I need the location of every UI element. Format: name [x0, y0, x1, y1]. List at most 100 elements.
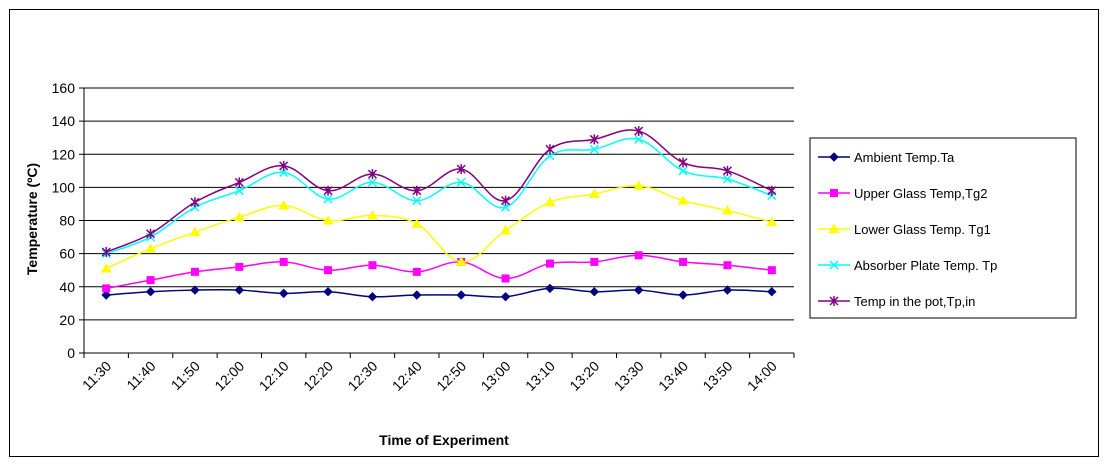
- series-1-point: [412, 290, 422, 300]
- legend-label: Upper Glass Temp,Tg2: [854, 186, 987, 201]
- series-1-point: [589, 287, 600, 297]
- series-1-point: [678, 290, 688, 300]
- series-1-point: [101, 290, 111, 300]
- series-5-point: [323, 185, 333, 196]
- series-2-point: [634, 251, 643, 260]
- legend-item: Upper Glass Temp,Tg2: [818, 186, 987, 201]
- series-4-point: [323, 194, 333, 204]
- gridlines: [83, 87, 794, 354]
- series-2-point: [324, 266, 333, 275]
- x-axis-ticks: 11:30 11:40 11:50 12:00 12:10 12:20 12:30 12:40…: [79, 353, 795, 394]
- series-1-point: [190, 285, 200, 295]
- series-3-point: [677, 195, 689, 205]
- x-tick-label: 13:20: [566, 358, 602, 394]
- series-5-point: [367, 169, 377, 180]
- series-5-point: [234, 177, 244, 188]
- legend-marker: [828, 223, 840, 233]
- series-1-point: [145, 287, 156, 297]
- x-tick-label: 14:00: [744, 358, 780, 394]
- x-tick-label: 11:50: [168, 358, 204, 394]
- x-tick-label: 13:50: [699, 358, 735, 394]
- series-3-point: [233, 211, 245, 222]
- series-3-point: [278, 200, 290, 210]
- x-tick-label: 11:30: [79, 358, 115, 394]
- series-2-point: [767, 266, 776, 275]
- x-tick-label: 11:40: [123, 358, 159, 394]
- series-3-point: [189, 226, 201, 237]
- x-tick-label: 12:20: [300, 358, 336, 394]
- legend-item: Lower Glass Temp. Tg1: [818, 222, 991, 237]
- y-tick-label: 160: [52, 80, 76, 96]
- series-5-point: [722, 165, 732, 176]
- series-2-point: [501, 274, 510, 283]
- series-4-point: [589, 144, 599, 154]
- x-tick-label: 13:10: [522, 358, 558, 394]
- series-2-point: [723, 261, 732, 270]
- series-2-point: [545, 259, 554, 268]
- series-1-point: [367, 291, 378, 302]
- series-4-point: [456, 177, 466, 187]
- x-tick-label: 12:10: [256, 358, 292, 394]
- y-tick-label: 0: [67, 345, 75, 361]
- series-1-point: [767, 287, 777, 297]
- series-2-point: [146, 276, 155, 285]
- legend-marker: [829, 296, 839, 306]
- series-4-point: [634, 134, 644, 144]
- x-tick-label: 13:40: [655, 358, 691, 394]
- series-2-point: [412, 267, 421, 276]
- y-tick-label: 60: [59, 246, 75, 262]
- series-4-point: [234, 186, 244, 196]
- series-1-point: [234, 285, 245, 295]
- series-5-point: [501, 195, 511, 206]
- x-tick-label: 12:40: [389, 358, 425, 394]
- legend-label: Ambient Temp.Ta: [854, 150, 955, 165]
- series-2-point: [102, 284, 111, 293]
- legend-item: Absorber Plate Temp. Tp: [818, 258, 997, 273]
- series-1: [101, 283, 777, 302]
- series-3-point: [411, 218, 423, 228]
- series-4-point: [678, 166, 688, 176]
- y-tick-label: 80: [59, 213, 75, 229]
- legend-marker: [830, 189, 838, 197]
- y-tick-label: 20: [59, 312, 75, 328]
- series-4-point: [412, 196, 422, 206]
- series-5-point: [101, 246, 111, 257]
- y-tick-label: 120: [52, 146, 76, 162]
- legend-marker: [829, 260, 839, 270]
- series-5-point: [678, 157, 688, 168]
- series-3-point: [544, 196, 556, 207]
- legend-label: Absorber Plate Temp. Tp: [854, 258, 997, 273]
- series-3-point: [500, 224, 511, 235]
- y-axis-title: Temperature (ºC): [24, 163, 40, 275]
- x-tick-label: 13:30: [611, 358, 647, 394]
- series-5-point: [190, 197, 200, 208]
- series-2: [102, 251, 776, 293]
- series-3-line: [105, 184, 773, 270]
- series-5-point: [279, 160, 289, 171]
- series-2-point: [190, 267, 199, 276]
- series-5-point: [634, 126, 644, 137]
- series-5-point: [456, 164, 466, 175]
- legend-label: Lower Glass Temp. Tg1: [854, 222, 991, 237]
- series-5-line: [105, 129, 773, 253]
- series-1-point: [633, 285, 644, 295]
- series-5: [101, 126, 777, 257]
- series-5-point: [146, 228, 156, 239]
- series-1-point: [545, 283, 555, 294]
- series-5-point: [545, 144, 555, 155]
- series-2-line: [106, 254, 772, 290]
- y-axis-ticks: 0 20 40 60 80 100 120 140 160: [52, 80, 84, 361]
- series-group: [100, 126, 778, 302]
- series-2-point: [235, 262, 244, 271]
- series-4-point: [545, 151, 555, 161]
- legend: Ambient Temp.Ta Upper Glass Temp,Tg2 Lower…: [809, 137, 1077, 319]
- series-3: [100, 180, 778, 273]
- series-3-point: [722, 205, 733, 215]
- series-2-point: [679, 257, 688, 266]
- y-tick-label: 140: [52, 113, 76, 129]
- series-1-point: [323, 287, 333, 297]
- series-5-point: [589, 134, 599, 145]
- x-tick-label: 13:00: [478, 358, 514, 394]
- x-tick-label: 12:50: [433, 358, 469, 394]
